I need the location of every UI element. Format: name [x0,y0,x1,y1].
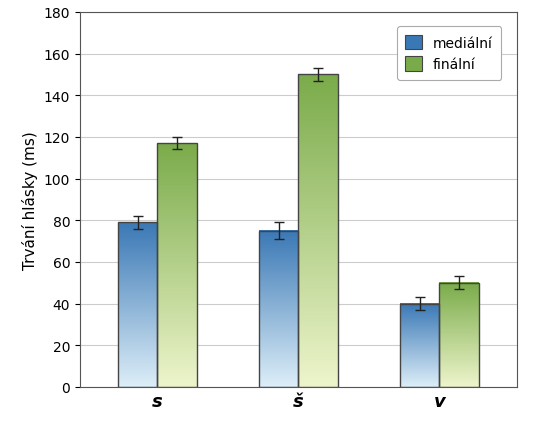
Bar [259,231,298,387]
Y-axis label: Trvání hlásky (ms): Trvání hlásky (ms) [22,131,38,269]
Bar [157,144,197,387]
Bar [298,75,338,387]
Bar [440,283,479,387]
Legend: mediální, finální: mediální, finální [397,28,502,80]
Bar [118,223,157,387]
Bar [400,304,440,387]
